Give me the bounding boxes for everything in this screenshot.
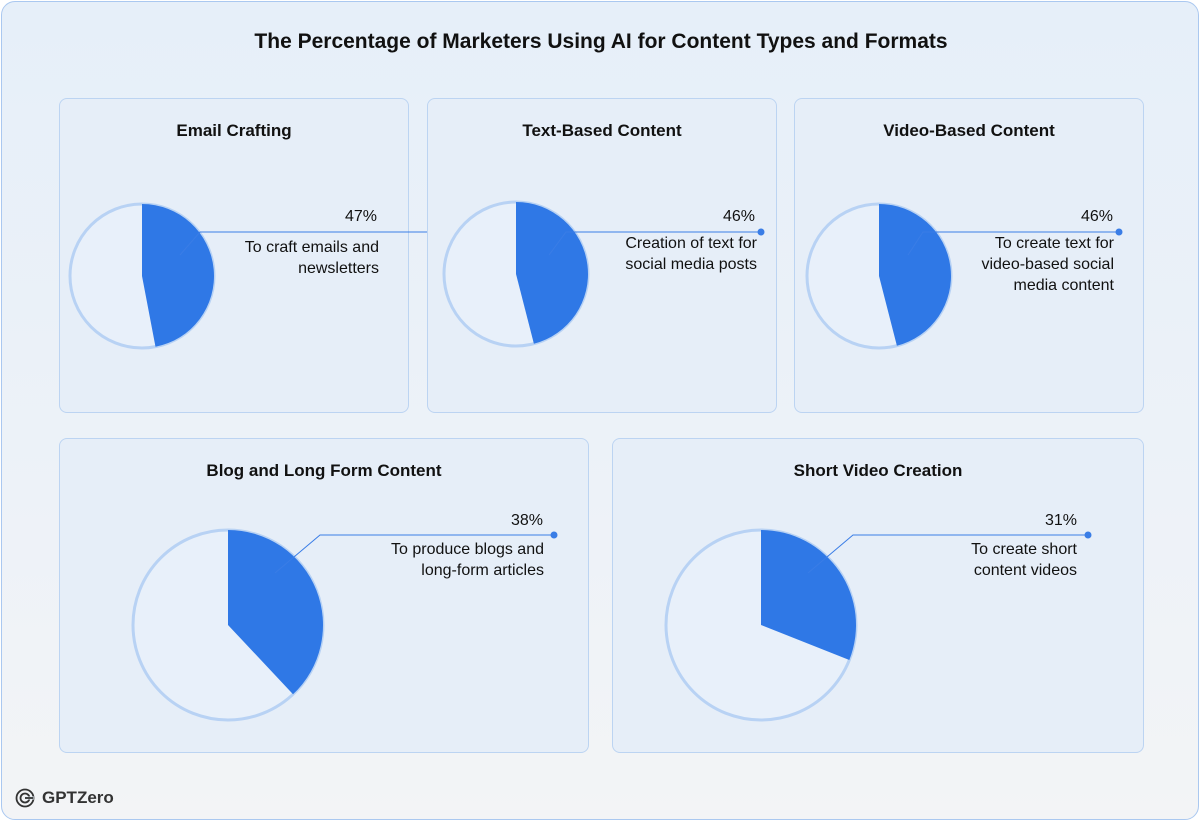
value-label: 46% xyxy=(1080,208,1113,225)
pie-chart xyxy=(805,202,1123,350)
leader-line xyxy=(548,231,761,256)
value-label: 47% xyxy=(344,208,377,225)
chart-panel-email: Email Crafting 47% To craft emails and n… xyxy=(59,98,454,413)
brand-name: GPTZero xyxy=(42,788,114,807)
description-label: To produce blogs and long-form articles xyxy=(391,541,544,579)
chart-panel-short-video: Short Video Creation 31% To create short… xyxy=(612,438,1144,753)
leader-dot xyxy=(550,531,558,539)
leader-dot xyxy=(757,228,765,236)
pie-chart xyxy=(442,200,765,348)
leader-line xyxy=(807,534,1088,574)
leader-line xyxy=(274,534,554,574)
description-label: To craft emails and newsletters xyxy=(244,239,379,277)
chart-title: Short Video Creation xyxy=(793,461,963,480)
pie-slice-value xyxy=(142,204,215,347)
gptzero-logo-icon xyxy=(15,788,35,808)
pie-slice-value xyxy=(761,530,856,660)
chart-title: Email Crafting xyxy=(176,121,292,140)
leader-dot xyxy=(1084,531,1092,539)
brand-logo: GPTZero xyxy=(14,787,114,809)
page-title: The Percentage of Marketers Using AI for… xyxy=(254,30,948,53)
chart-panel-video: Video-Based Content 46% To create text f… xyxy=(794,98,1144,413)
pie-slice-value xyxy=(228,530,324,695)
chart-panel-text: Text-Based Content 46% Creation of text … xyxy=(427,98,777,413)
leader-line xyxy=(179,231,450,256)
pie-slice-value xyxy=(516,202,588,344)
chart-title: Video-Based Content xyxy=(883,121,1055,140)
chart-panel-blog: Blog and Long Form Content 38% To produc… xyxy=(59,438,589,753)
description-label: To create short content videos xyxy=(971,541,1077,579)
value-label: 46% xyxy=(722,208,755,225)
description-label: Creation of text for social media posts xyxy=(625,235,757,273)
pie-chart xyxy=(131,528,558,722)
chart-title: Text-Based Content xyxy=(522,121,682,140)
description-label: To create text for video-based social me… xyxy=(981,235,1114,294)
pie-chart xyxy=(664,528,1092,722)
leader-line xyxy=(907,231,1119,256)
chart-title: Blog and Long Form Content xyxy=(206,461,442,480)
pie-slice-value xyxy=(879,204,951,346)
value-label: 38% xyxy=(510,512,543,529)
value-label: 31% xyxy=(1044,512,1077,529)
leader-dot xyxy=(1115,228,1123,236)
